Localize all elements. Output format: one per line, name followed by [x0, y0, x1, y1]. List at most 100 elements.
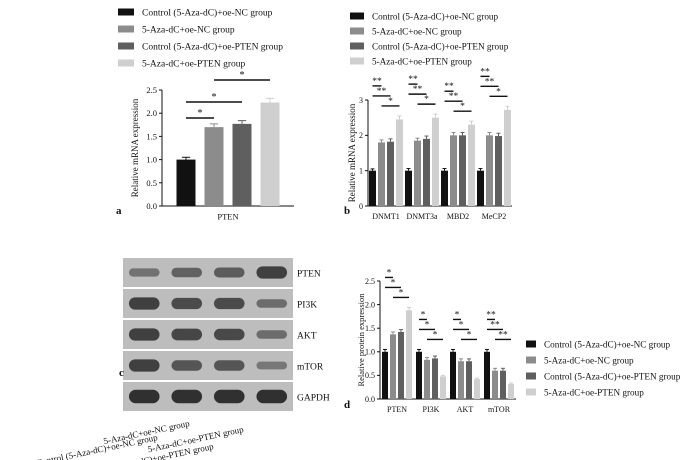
significance-marker: * [212, 92, 217, 103]
y-tick-label: 0.0 [365, 395, 375, 404]
blot-band [171, 389, 203, 404]
y-tick-label: 2.0 [146, 108, 157, 118]
legend-swatch [118, 42, 134, 50]
y-tick-label: 2.5 [365, 277, 375, 286]
blot-band [213, 267, 245, 278]
significance-marker: * [424, 95, 429, 105]
bar [450, 351, 456, 399]
blot-band [213, 328, 245, 341]
legend-swatch [526, 356, 536, 364]
bar [484, 351, 490, 399]
y-tick-label: 0.5 [365, 371, 375, 380]
bar [477, 170, 484, 206]
blot-band [256, 389, 288, 404]
x-tick-label: PTEN [217, 212, 238, 222]
significance-marker: ** [485, 77, 495, 87]
blot-protein-label: PTEN [297, 270, 321, 280]
blot-band [171, 360, 203, 371]
significance-marker: * [198, 108, 203, 119]
y-tick-label: 1.0 [146, 155, 157, 165]
y-tick-label: 1 [359, 166, 363, 175]
y-tick-label: 2 [359, 131, 363, 140]
legend-label: Control (5-Aza-dC)+oe-NC group [142, 7, 273, 18]
bar [387, 141, 394, 206]
legend-label: Control (5-Aza-dC)+oe-NC group [544, 339, 671, 349]
legend-swatch [350, 27, 364, 35]
legend-swatch [526, 340, 536, 348]
blot-band [128, 328, 160, 341]
bar [474, 379, 480, 399]
x-tick-label: DNMT1 [372, 212, 400, 221]
blot-band [256, 266, 288, 279]
bar [378, 142, 385, 206]
bar [432, 117, 439, 206]
bar [440, 376, 446, 399]
y-tick-label: 0.5 [146, 178, 157, 188]
bar [508, 383, 514, 399]
significance-marker: ** [449, 92, 459, 102]
legend-swatch [118, 59, 134, 67]
y-tick-label: 2.5 [146, 85, 157, 95]
significance-marker: * [425, 320, 430, 330]
blot-band [256, 330, 288, 339]
x-tick-label: AKT [457, 405, 474, 414]
significance-marker: * [467, 330, 472, 340]
blot-band [171, 297, 203, 310]
blot-band [213, 297, 245, 310]
significance-marker: * [391, 278, 396, 288]
legend-label: 5-Aza-dC+oe-PTEN group [142, 59, 245, 69]
significance-marker: ** [490, 320, 500, 330]
x-tick-label: MeCP2 [482, 212, 506, 221]
blot-band [128, 389, 160, 404]
bar [492, 370, 498, 399]
bar [468, 124, 475, 206]
significance-marker: ** [486, 310, 496, 320]
bar [405, 170, 412, 206]
bar [424, 359, 430, 399]
blot-band [128, 297, 160, 310]
y-tick-label: 1.0 [365, 348, 375, 357]
bar [398, 331, 404, 399]
y-tick-label: 0 [359, 202, 363, 211]
y-tick-label: 0.0 [146, 201, 157, 211]
significance-marker: ** [444, 82, 454, 92]
significance-marker: ** [498, 330, 508, 340]
legend-d: Control (5-Aza-dC)+oe-NC group 5-Aza-dC+o… [526, 339, 681, 397]
blot-protein-label: GAPDH [297, 394, 330, 404]
bar [390, 334, 396, 399]
y-axis-label: Relative protein expression [356, 293, 366, 387]
blot-band [213, 360, 245, 371]
blot-band [128, 359, 160, 372]
panel-b-label: b [344, 205, 350, 217]
significance-marker: * [459, 320, 464, 330]
y-axis-label: Relative mRNA expression [130, 98, 140, 197]
legend-swatch [350, 42, 364, 50]
legend-swatch [526, 388, 536, 396]
y-tick-label: 1.5 [365, 324, 375, 333]
significance-marker: ** [377, 87, 387, 97]
x-tick-label: mTOR [488, 405, 511, 414]
chart-a: 0.0 0.5 1.0 1.5 2.0 2.5 Relative mRNA expressi… [130, 70, 294, 222]
panel-c-label: c [119, 367, 124, 379]
blot-band [256, 361, 288, 370]
chart-d: 0.0 0.5 1.0 1.5 2.0 2.5 Relative protein expre… [356, 268, 516, 414]
significance-marker: ** [372, 77, 382, 87]
blot-protein-label: PI3K [297, 301, 317, 311]
significance-marker: * [460, 102, 465, 112]
significance-marker: * [240, 70, 245, 81]
blot-band [128, 268, 160, 277]
y-axis-label: Relative mRNA expression [347, 103, 357, 202]
bar [406, 310, 412, 399]
bar [232, 123, 252, 206]
significance-marker: * [387, 268, 392, 278]
x-tick-label: DNMT3a [406, 212, 438, 221]
significance-marker: * [455, 310, 460, 320]
significance-marker: ** [408, 75, 418, 85]
blot-protein-label: mTOR [297, 363, 324, 373]
bar [260, 102, 280, 206]
legend-swatch [118, 25, 134, 33]
panel-a-label: a [116, 205, 122, 217]
bar [504, 109, 511, 206]
bar [459, 135, 466, 206]
